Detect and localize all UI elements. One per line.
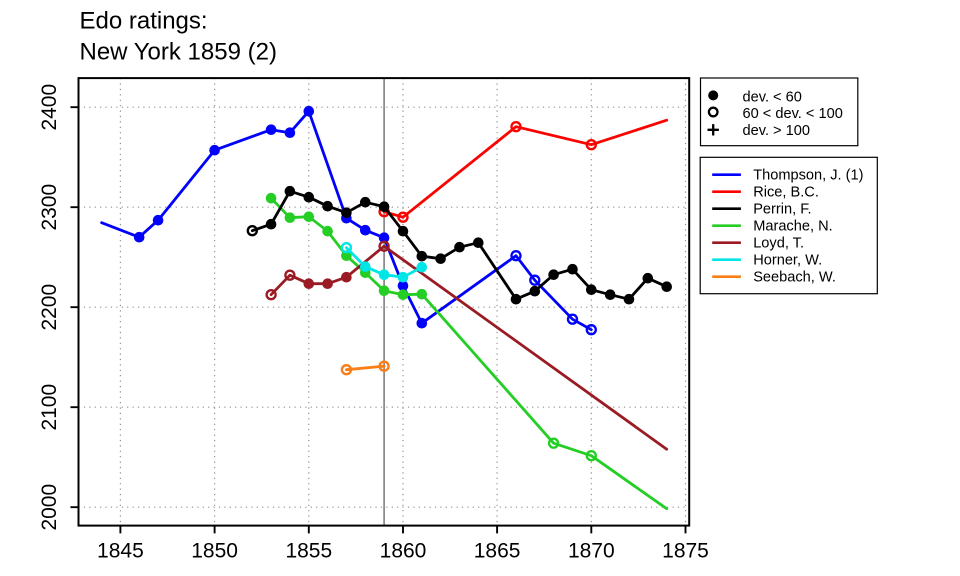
svg-text:Loyd, T.: Loyd, T. xyxy=(753,236,804,252)
svg-text:60 < dev. < 100: 60 < dev. < 100 xyxy=(743,106,843,122)
svg-text:New York 1859 (2): New York 1859 (2) xyxy=(80,38,277,65)
svg-text:2400: 2400 xyxy=(38,84,61,131)
svg-text:1855: 1855 xyxy=(285,539,332,562)
svg-text:Thompson, J. (1): Thompson, J. (1) xyxy=(753,168,863,184)
svg-text:2200: 2200 xyxy=(38,284,61,331)
svg-text:dev. > 100: dev. > 100 xyxy=(743,123,810,139)
svg-text:1850: 1850 xyxy=(191,539,238,562)
svg-text:Edo ratings:: Edo ratings: xyxy=(80,7,208,34)
svg-text:Rice, B.C.: Rice, B.C. xyxy=(753,185,819,201)
svg-text:Marache, N.: Marache, N. xyxy=(753,219,832,235)
svg-text:2000: 2000 xyxy=(38,484,61,531)
svg-text:1865: 1865 xyxy=(474,539,521,562)
svg-text:Perrin, F.: Perrin, F. xyxy=(753,202,811,218)
svg-text:1845: 1845 xyxy=(97,539,144,562)
svg-text:2100: 2100 xyxy=(38,384,61,431)
svg-text:Seebach, W.: Seebach, W. xyxy=(753,270,836,286)
svg-text:Horner, W.: Horner, W. xyxy=(753,253,822,269)
svg-text:1875: 1875 xyxy=(662,539,709,562)
svg-text:1870: 1870 xyxy=(568,539,615,562)
svg-text:dev. < 60: dev. < 60 xyxy=(743,89,802,105)
svg-text:1860: 1860 xyxy=(380,539,427,562)
svg-text:2300: 2300 xyxy=(38,184,61,231)
